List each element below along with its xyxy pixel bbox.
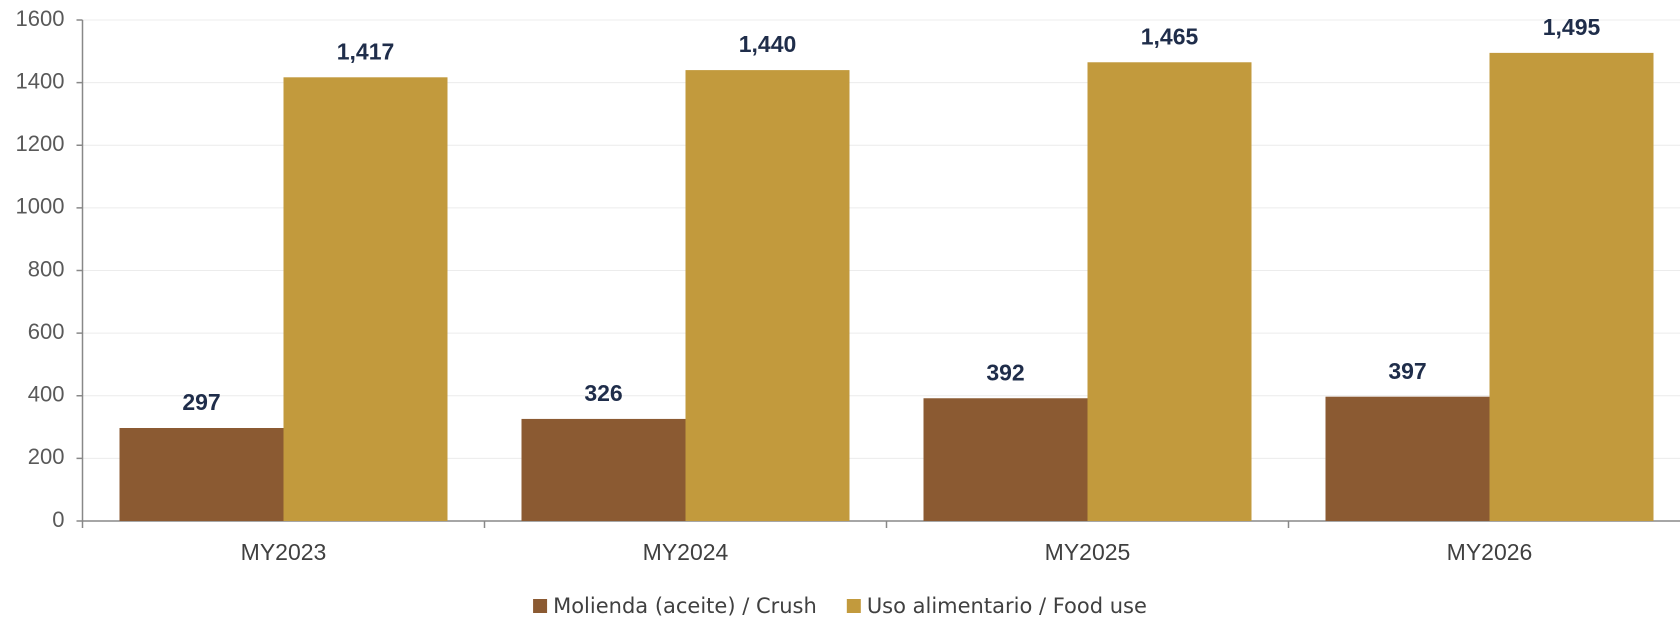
value-label: 297 [182, 389, 220, 415]
bar [685, 70, 850, 521]
bar [119, 428, 284, 521]
bar [1325, 396, 1490, 521]
y-tick-label: 600 [28, 319, 65, 344]
legend-label: Uso alimentario / Food use [867, 594, 1147, 617]
legend-label: Molienda (aceite) / Crush [553, 594, 817, 617]
y-tick-label: 1400 [16, 68, 65, 93]
legend-item: Molienda (aceite) / Crush [533, 594, 817, 617]
bar [283, 77, 448, 521]
y-tick-label: 400 [28, 382, 65, 407]
value-label: 1,440 [739, 31, 797, 57]
value-label: 397 [1388, 358, 1426, 384]
bar [1087, 62, 1252, 521]
x-tick-label: MY2023 [241, 539, 327, 565]
value-label: 1,495 [1543, 14, 1601, 40]
x-tick-label: MY2024 [643, 539, 729, 565]
value-label: 1,417 [337, 38, 395, 64]
value-label: 1,465 [1141, 23, 1199, 49]
y-tick-label: 1200 [16, 131, 65, 156]
value-label: 392 [986, 359, 1024, 385]
x-tick-label: MY2026 [1447, 539, 1533, 565]
x-tick-label: MY2025 [1045, 539, 1131, 565]
value-label: 326 [584, 380, 622, 406]
y-tick-label: 1600 [16, 6, 65, 31]
bar [1489, 52, 1654, 522]
y-tick-label: 800 [28, 256, 65, 281]
bar [521, 418, 686, 521]
legend-item: Uso alimentario / Food use [846, 594, 1147, 617]
y-tick-label: 200 [28, 444, 65, 469]
bar [923, 398, 1088, 521]
legend-swatch [533, 599, 548, 613]
y-tick-label: 0 [52, 507, 64, 532]
legend-swatch [846, 599, 861, 613]
y-tick-label: 1000 [16, 194, 65, 219]
